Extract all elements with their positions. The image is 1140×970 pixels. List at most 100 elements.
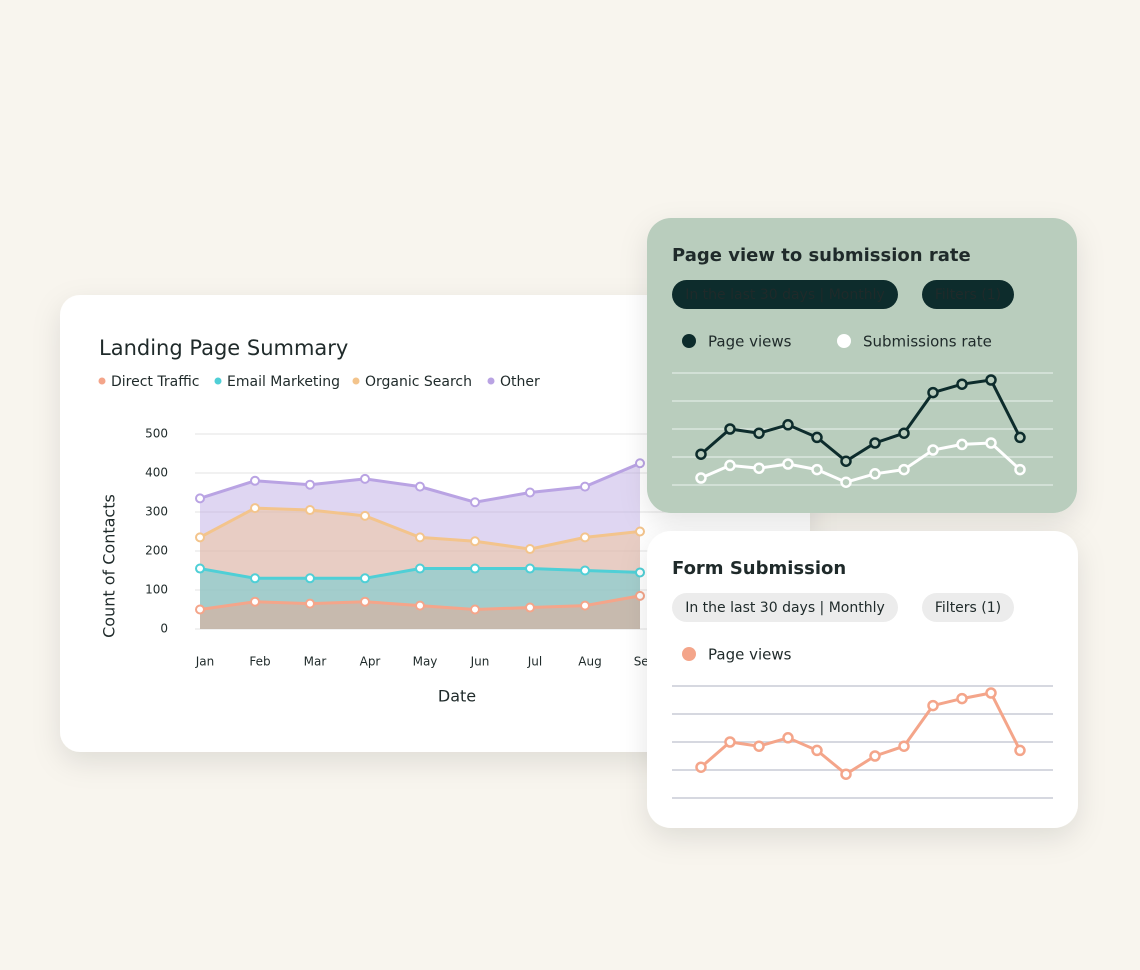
point — [782, 732, 794, 744]
point — [580, 565, 590, 576]
point — [470, 497, 480, 508]
legend-label: Other — [500, 374, 540, 390]
point — [724, 459, 736, 472]
legend-label: Page views — [708, 646, 792, 664]
filter-pill[interactable] — [672, 593, 898, 622]
point — [195, 493, 205, 504]
point — [305, 598, 315, 609]
y-tick-label: 0 — [160, 622, 168, 636]
point — [580, 532, 590, 543]
x-tick-label: Jun — [470, 655, 490, 669]
area — [200, 568, 640, 629]
point — [360, 473, 370, 484]
point — [695, 472, 707, 484]
y-axis-label: Count of Contacts — [100, 494, 119, 638]
point — [470, 604, 480, 615]
legend-label: Organic Search — [365, 374, 472, 390]
chart-title: Landing Page Summary — [99, 336, 348, 360]
legend-dot — [837, 334, 851, 348]
point — [869, 750, 881, 762]
legend-dot — [352, 377, 360, 385]
point — [956, 692, 968, 705]
x-tick-label: Apr — [360, 655, 381, 669]
filter-pill[interactable] — [922, 593, 1014, 622]
point — [811, 463, 823, 476]
point — [985, 374, 997, 386]
point — [635, 458, 645, 469]
point — [415, 563, 425, 574]
rate-card: Page view to submission rate In the last … — [647, 218, 1077, 513]
point — [250, 596, 260, 607]
y-tick-label: 400 — [145, 466, 168, 480]
card-title: Page view to submission rate — [672, 245, 971, 266]
point — [695, 448, 707, 460]
x-tick-label: Jul — [527, 655, 542, 669]
point — [415, 532, 425, 543]
point — [580, 600, 590, 611]
point — [927, 444, 939, 456]
point — [898, 740, 910, 752]
card — [60, 295, 810, 752]
point — [525, 544, 535, 555]
point — [580, 481, 590, 492]
point — [250, 475, 260, 486]
point — [635, 567, 645, 578]
filter-pill[interactable] — [922, 280, 1014, 309]
point — [195, 532, 205, 543]
point — [470, 536, 480, 547]
point — [305, 479, 315, 490]
y-tick-label: 100 — [145, 583, 168, 597]
landing-card: Landing Page Summary Direct Traffic Email … — [60, 295, 810, 752]
point — [1014, 463, 1026, 476]
x-tick-label: May — [413, 655, 438, 669]
point — [869, 437, 881, 449]
point — [415, 481, 425, 492]
filter-pill-label: In the last 30 days | Monthly — [685, 287, 885, 303]
x-axis-label: Date — [438, 687, 476, 706]
point — [724, 736, 736, 748]
point — [1014, 744, 1026, 757]
point — [360, 573, 370, 584]
point — [869, 468, 881, 480]
point — [360, 510, 370, 521]
point — [753, 427, 765, 439]
point — [985, 687, 997, 699]
point — [415, 600, 425, 611]
point — [956, 378, 968, 390]
point — [360, 596, 370, 607]
y-tick-label: 200 — [145, 544, 168, 558]
legend-dot — [682, 334, 696, 348]
point — [927, 386, 939, 399]
point — [525, 487, 535, 498]
area — [200, 463, 640, 629]
point — [927, 699, 939, 712]
point — [840, 476, 852, 488]
point — [1014, 431, 1026, 444]
x-tick-label: Feb — [249, 655, 270, 669]
legend-dot — [214, 377, 222, 385]
point — [811, 744, 823, 757]
point — [985, 437, 997, 449]
point — [250, 503, 260, 514]
legend-dot — [98, 377, 106, 385]
point — [195, 563, 205, 574]
point — [635, 590, 645, 601]
filter-pill[interactable] — [672, 280, 898, 309]
point — [305, 573, 315, 584]
x-tick-label: Mar — [304, 655, 327, 669]
legend-dot — [487, 377, 495, 385]
filter-pill-label: In the last 30 days | Monthly — [685, 600, 885, 616]
point — [250, 573, 260, 584]
point — [753, 462, 765, 474]
point — [753, 740, 765, 752]
point — [470, 563, 480, 574]
legend-label: Direct Traffic — [111, 374, 199, 390]
point — [724, 423, 736, 435]
filter-pill-label: Filters (1) — [935, 287, 1001, 303]
point — [840, 455, 852, 467]
point — [956, 438, 968, 451]
point — [525, 563, 535, 574]
point — [898, 463, 910, 476]
point — [840, 768, 852, 780]
